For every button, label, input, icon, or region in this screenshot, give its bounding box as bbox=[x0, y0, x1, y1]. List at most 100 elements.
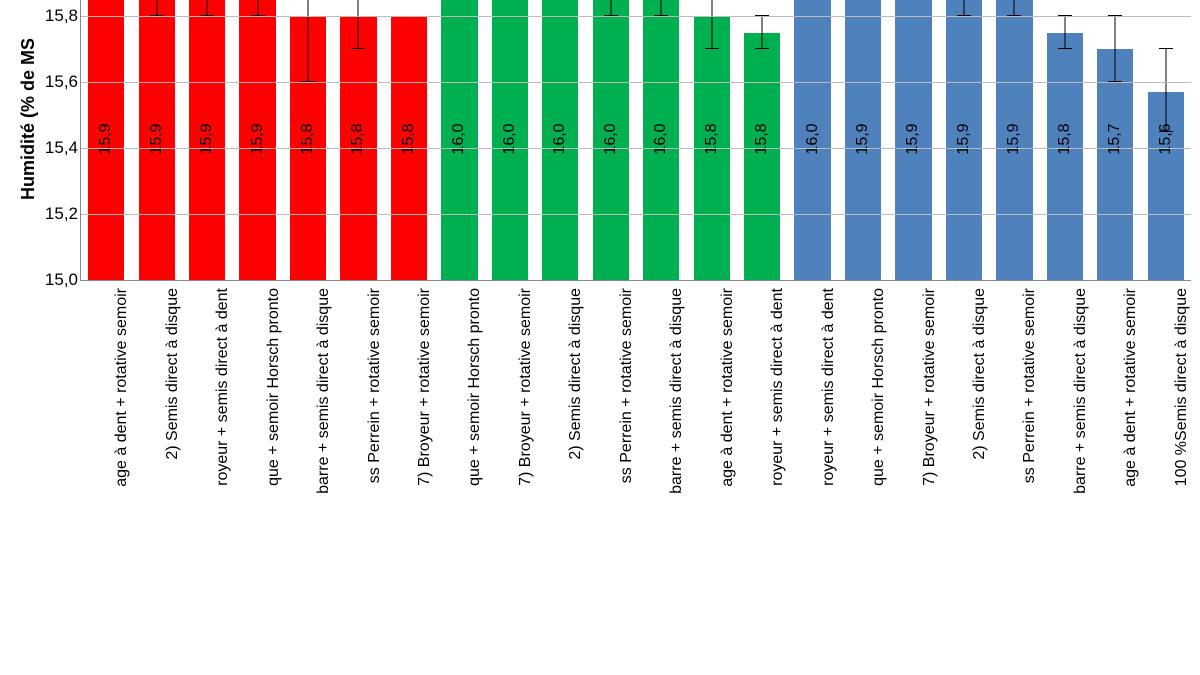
bar-value-label: 15,8 bbox=[753, 123, 771, 154]
bar-slot: 15,8 bbox=[391, 0, 427, 280]
x-tick-label: royeur + semis direct à dent bbox=[820, 288, 838, 486]
error-bar bbox=[358, 0, 359, 49]
error-bar bbox=[257, 0, 258, 16]
bar-value-label: 15,9 bbox=[97, 123, 115, 154]
bar bbox=[1047, 33, 1083, 280]
bar-container: 15,9 15,9 15,9 15,9 15,8 15,8 15,8 16,0 16,0 16,0… bbox=[81, 0, 1191, 280]
bar-slot: 15,9 bbox=[946, 0, 982, 280]
y-tick-label: 15,6 bbox=[45, 72, 78, 92]
x-tick-label: royeur + semis direct à dent bbox=[214, 288, 232, 486]
gridline bbox=[81, 148, 1191, 149]
error-bar bbox=[156, 0, 157, 16]
bar-value-label: 15,8 bbox=[400, 123, 418, 154]
x-tick-label: ss Perrein + rotative semoir bbox=[618, 288, 636, 483]
bar-slot: 15,7 bbox=[1097, 0, 1133, 280]
x-tick-label: barre + semis direct à disque bbox=[315, 288, 333, 494]
x-tick-label: 2) Semis direct à disque bbox=[567, 288, 585, 460]
x-tick-label: 7) Broyeur + rotative semoir bbox=[517, 288, 535, 486]
gridline bbox=[81, 16, 1191, 17]
bar-value-label: 16,0 bbox=[652, 123, 670, 154]
bar-slot: 15,9 bbox=[139, 0, 175, 280]
y-tick-label: 15,0 bbox=[45, 270, 78, 290]
bar-slot: 15,8 bbox=[744, 0, 780, 280]
error-cap bbox=[351, 48, 365, 49]
bar-value-label: 16,0 bbox=[551, 123, 569, 154]
bar-value-label: 15,9 bbox=[854, 123, 872, 154]
bar-value-label: 16,0 bbox=[501, 123, 519, 154]
x-tick-label: age à dent + rotative semoir bbox=[719, 288, 737, 487]
x-tick-label: ss Perrein + rotative semoir bbox=[1021, 288, 1039, 483]
bar-slot: 15,8 bbox=[290, 0, 326, 280]
y-tick-label: 15,8 bbox=[45, 6, 78, 26]
bar-slot: 15,8 bbox=[694, 0, 730, 280]
bar-value-label: 15,9 bbox=[1005, 123, 1023, 154]
bar-value-label: 15,8 bbox=[1056, 123, 1074, 154]
error-bar bbox=[711, 0, 712, 49]
bar-slot: 16,0 bbox=[441, 0, 477, 280]
bar-value-label: 16,0 bbox=[602, 123, 620, 154]
x-tick-label: que + semoir Horsch pronto bbox=[265, 288, 283, 486]
bar-slot: 16,0 bbox=[492, 0, 528, 280]
bar-slot: 15,9 bbox=[239, 0, 275, 280]
error-cap bbox=[1159, 131, 1173, 132]
x-tick-label: 100 %Semis direct à disque bbox=[1173, 288, 1191, 486]
bar-slot: 15,9 bbox=[845, 0, 881, 280]
error-cap bbox=[1058, 48, 1072, 49]
bar-value-label: 15,7 bbox=[1106, 123, 1124, 154]
bar-slot: 15,9 bbox=[996, 0, 1032, 280]
bar-slot: 16,0 bbox=[542, 0, 578, 280]
bar bbox=[1097, 49, 1133, 280]
y-tick-label: 15,4 bbox=[45, 138, 78, 158]
bar-value-label: 15,8 bbox=[349, 123, 367, 154]
gridline bbox=[81, 82, 1191, 83]
error-bar bbox=[610, 0, 611, 16]
x-tick-label: ss Perrein + rotative semoir bbox=[366, 288, 384, 483]
bar-slot: 15,9 bbox=[189, 0, 225, 280]
x-tick-label: 2) Semis direct à disque bbox=[164, 288, 182, 460]
bar-slot: 16,0 bbox=[593, 0, 629, 280]
x-tick-label: royeur + semis direct à dent bbox=[769, 288, 787, 486]
error-bar bbox=[1115, 16, 1116, 82]
bar-value-label: 15,8 bbox=[299, 123, 317, 154]
error-bar bbox=[963, 0, 964, 16]
bar-slot: 15,8 bbox=[1047, 0, 1083, 280]
x-tick-label: age à dent + rotative semoir bbox=[1122, 288, 1140, 487]
error-cap bbox=[755, 48, 769, 49]
x-tick-label: que + semoir Horsch pronto bbox=[466, 288, 484, 486]
x-tick-label: 7) Broyeur + rotative semoir bbox=[921, 288, 939, 486]
humidity-bar-chart: 15,9 15,9 15,9 15,9 15,8 15,8 15,8 16,0 16,0 16,0… bbox=[0, 0, 1200, 675]
x-tick-label: barre + semis direct à disque bbox=[668, 288, 686, 494]
bar-value-label: 15,9 bbox=[249, 123, 267, 154]
x-axis-labels: age à dent + rotative semoir 2) Semis dir… bbox=[80, 280, 1190, 675]
x-tick-label: barre + semis direct à disque bbox=[1072, 288, 1090, 494]
bar-slot: 16,0 bbox=[643, 0, 679, 280]
error-bar bbox=[661, 0, 662, 16]
bar-value-label: 16,0 bbox=[804, 123, 822, 154]
error-cap bbox=[1159, 48, 1173, 49]
bar-value-label: 15,9 bbox=[148, 123, 166, 154]
error-bar bbox=[1064, 16, 1065, 49]
bar-slot: 15,6 bbox=[1148, 0, 1184, 280]
bar-value-label: 16,0 bbox=[450, 123, 468, 154]
gridline bbox=[81, 214, 1191, 215]
bar bbox=[744, 33, 780, 280]
error-bar bbox=[207, 0, 208, 16]
x-tick-label: 2) Semis direct à disque bbox=[971, 288, 989, 460]
bar-value-label: 15,9 bbox=[198, 123, 216, 154]
error-bar bbox=[762, 16, 763, 49]
plot-area: 15,9 15,9 15,9 15,9 15,8 15,8 15,8 16,0 16,0 16,0… bbox=[80, 0, 1191, 281]
x-tick-label: age à dent + rotative semoir bbox=[113, 288, 131, 487]
bar-slot: 16,0 bbox=[794, 0, 830, 280]
error-cap bbox=[705, 48, 719, 49]
error-bar bbox=[1014, 0, 1015, 16]
y-tick-label: 15,2 bbox=[45, 204, 78, 224]
bar-slot: 15,9 bbox=[88, 0, 124, 280]
bar-value-label: 15,9 bbox=[904, 123, 922, 154]
bar-value-label: 15,8 bbox=[703, 123, 721, 154]
error-bar bbox=[308, 0, 309, 82]
bar-value-label: 15,9 bbox=[955, 123, 973, 154]
bar-slot: 15,9 bbox=[895, 0, 931, 280]
x-tick-label: 7) Broyeur + rotative semoir bbox=[416, 288, 434, 486]
x-tick-label: que + semoir Horsch pronto bbox=[870, 288, 888, 486]
y-axis-title: Humidité (% de MS bbox=[18, 38, 39, 200]
